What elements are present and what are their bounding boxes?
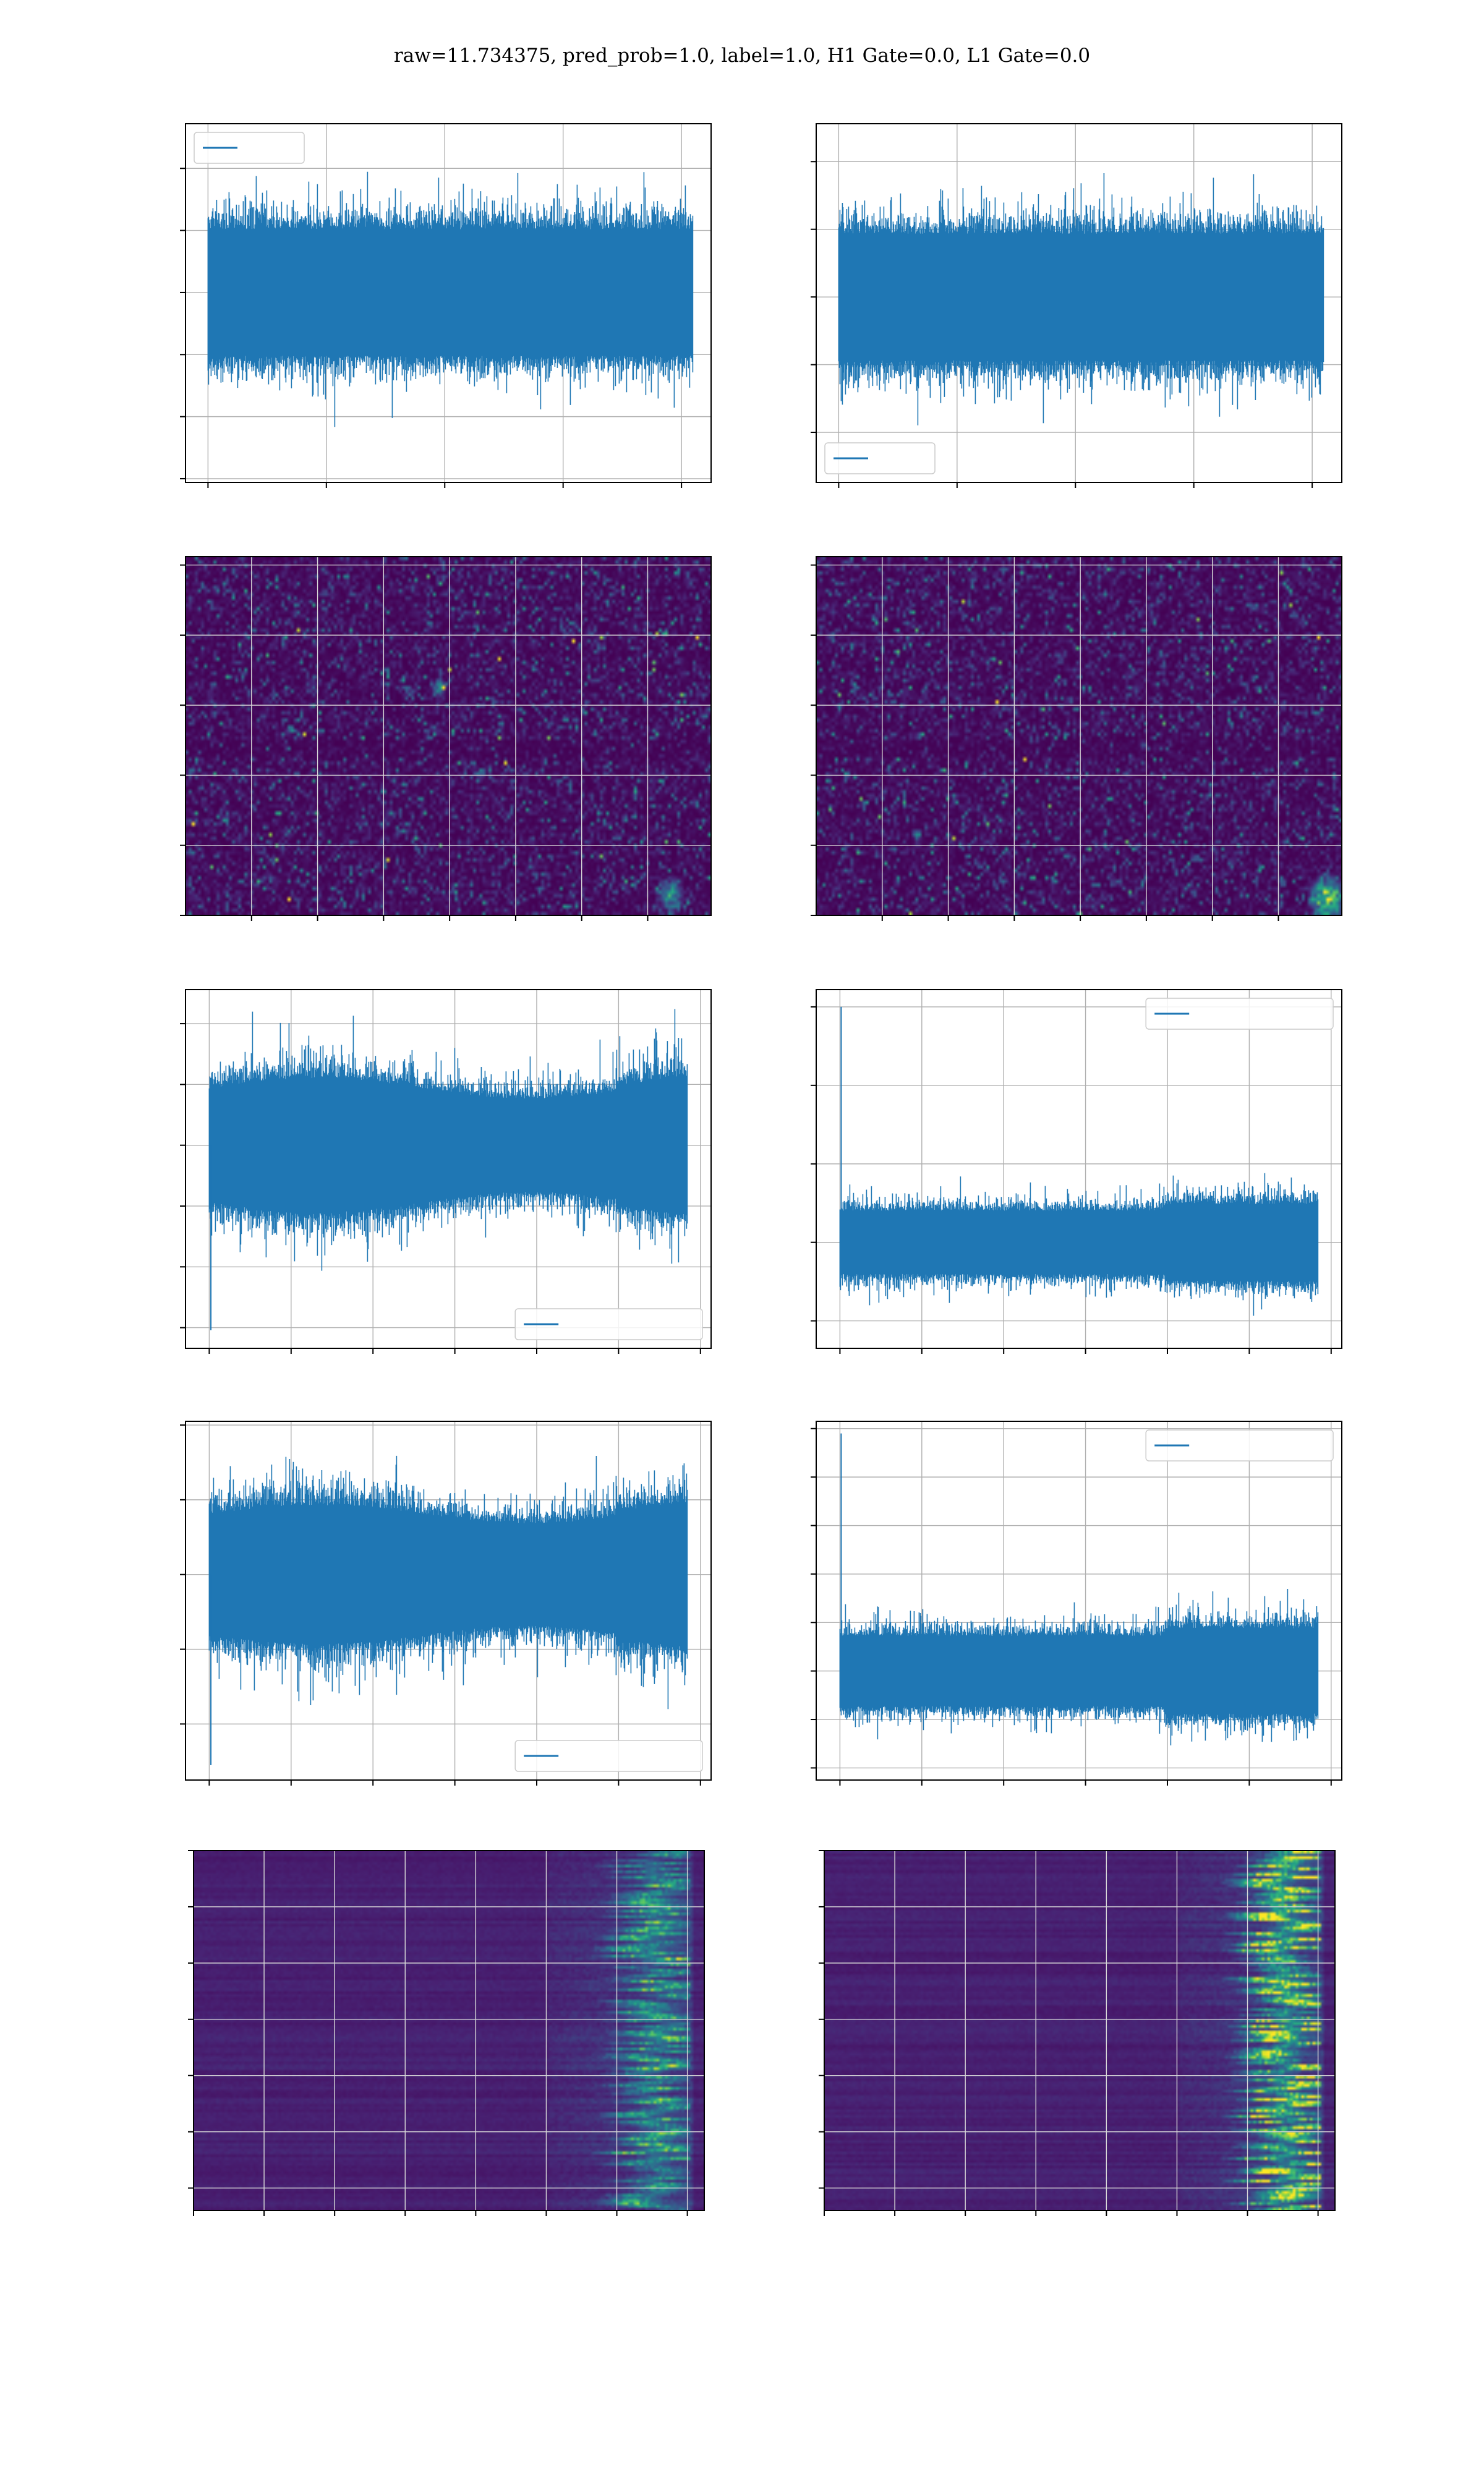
ticks bbox=[180, 1023, 701, 1354]
ticks bbox=[180, 168, 683, 488]
series-network-input bbox=[208, 1009, 688, 1330]
series-line bbox=[839, 1589, 1319, 1745]
axes-frame bbox=[185, 989, 712, 1349]
legend-box bbox=[514, 1308, 703, 1340]
series-line bbox=[208, 1009, 688, 1271]
legend-box bbox=[824, 442, 936, 474]
chart-h1-network-input bbox=[180, 989, 712, 1354]
series-input bbox=[838, 173, 1324, 426]
series-line bbox=[839, 1173, 1319, 1316]
feature-map-image bbox=[824, 1851, 1335, 2211]
spectrogram-image bbox=[816, 557, 1342, 915]
chart-l1-input bbox=[811, 123, 1342, 488]
legend bbox=[194, 132, 305, 164]
ticks bbox=[811, 564, 1279, 921]
series-line bbox=[208, 1455, 688, 1710]
legend bbox=[514, 1740, 703, 1772]
legend-box bbox=[1145, 998, 1334, 1030]
series-line bbox=[207, 171, 694, 427]
legend bbox=[514, 1308, 703, 1340]
grid bbox=[816, 990, 1342, 1348]
legend bbox=[1145, 1429, 1334, 1462]
axes-frame bbox=[185, 1421, 712, 1781]
chart-h1-normed-output bbox=[180, 1421, 712, 1786]
legend-box bbox=[1145, 1429, 1334, 1462]
axes-frame bbox=[816, 989, 1342, 1349]
ticks bbox=[180, 1424, 701, 1786]
ticks bbox=[811, 161, 1313, 488]
chart-l1-normed-output bbox=[811, 1421, 1342, 1786]
series-normed-output bbox=[839, 1433, 1319, 1745]
legend bbox=[1145, 998, 1334, 1030]
ticks bbox=[188, 1850, 688, 2216]
ticks bbox=[811, 1006, 1332, 1354]
spectrogram-image bbox=[186, 557, 711, 915]
axes-frame bbox=[816, 1421, 1342, 1781]
axes-frame bbox=[816, 556, 1342, 916]
chart-h1-input bbox=[180, 123, 712, 488]
legend-box bbox=[194, 132, 305, 164]
chart-l1-spectrogram bbox=[811, 556, 1342, 921]
ticks bbox=[819, 1850, 1319, 2216]
axes-frame bbox=[185, 556, 712, 916]
legend bbox=[824, 442, 936, 474]
axes-frame bbox=[824, 1850, 1336, 2211]
series-normed-output bbox=[208, 1455, 688, 1765]
legend-box bbox=[514, 1740, 703, 1772]
series-input bbox=[207, 171, 694, 427]
axes-frame bbox=[816, 123, 1342, 483]
figure-title: raw=11.734375, pred_prob=1.0, label=1.0,… bbox=[394, 45, 1090, 67]
axes-frame bbox=[185, 123, 712, 483]
chart-h1-feature-map bbox=[188, 1850, 705, 2216]
axes-frame bbox=[193, 1850, 705, 2211]
ticks bbox=[811, 1427, 1332, 1786]
feature-map-image bbox=[194, 1851, 704, 2211]
chart-l1-network-input bbox=[811, 989, 1342, 1354]
chart-l1-feature-map bbox=[819, 1850, 1336, 2216]
series-network-input bbox=[839, 1006, 1319, 1316]
chart-h1-spectrogram bbox=[180, 556, 712, 921]
series-line bbox=[838, 173, 1324, 426]
ticks bbox=[180, 564, 649, 921]
grid bbox=[816, 1421, 1342, 1780]
